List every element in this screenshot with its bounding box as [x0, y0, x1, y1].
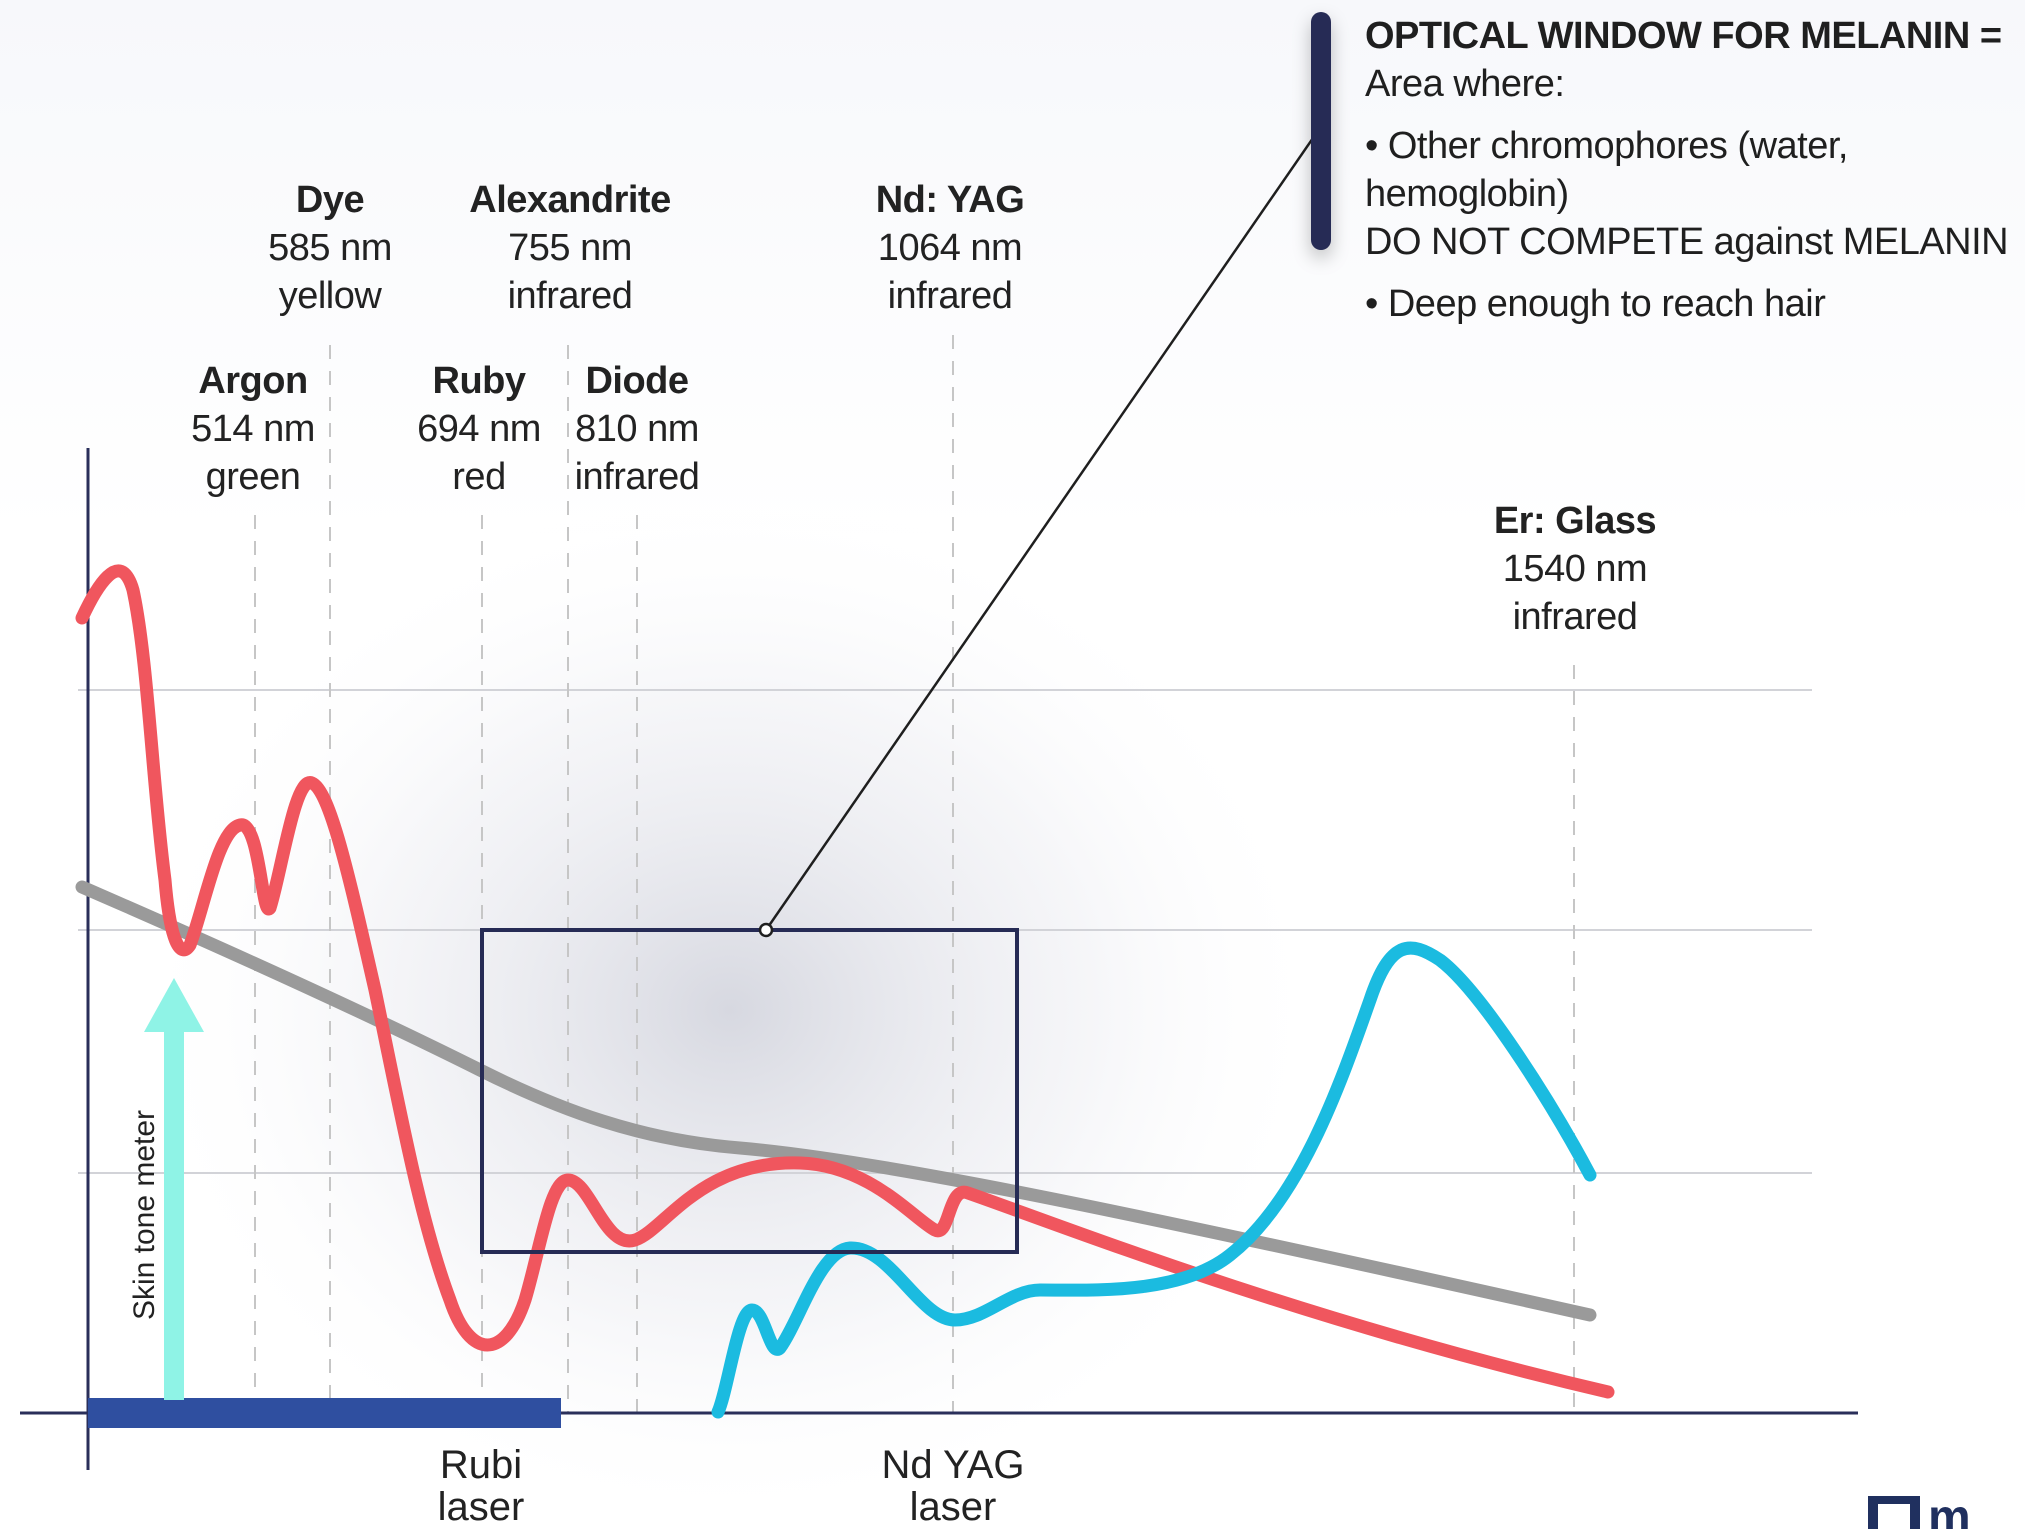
bottom-label-rubi: Rubi laser [438, 1444, 525, 1528]
skin-tone-arrow [144, 978, 204, 1400]
water-curve [711, 941, 1597, 1419]
laser-name: Argon [198, 360, 308, 402]
laser-band: yellow [278, 275, 382, 317]
laser-wavelength: 1064 nm [877, 227, 1023, 269]
gray-absorption-curve [75, 880, 1597, 1322]
skin-tone-label: Skin tone meter [128, 1109, 161, 1321]
legend-heading: OPTICAL WINDOW FOR MELANIN = Area where: [1365, 12, 2025, 108]
brand-logo: m [1868, 1496, 2025, 1529]
laser-band: infrared [1512, 596, 1638, 638]
laser-label-dye: Dye 585 nm yellow [268, 176, 392, 320]
laser-band: infrared [507, 275, 633, 317]
laser-name: Alexandrite [469, 179, 671, 221]
callout-connector [764, 124, 1324, 931]
laser-label-alexandrite: Alexandrite 755 nm infrared [469, 176, 671, 320]
logo-text: m [1928, 1496, 1971, 1529]
optical-window-legend: OPTICAL WINDOW FOR MELANIN = Area where:… [1365, 12, 2025, 328]
laser-name: Nd: YAG [875, 179, 1025, 221]
bottom-label-line: Rubi [439, 1443, 523, 1487]
legend-accent-bar [1311, 12, 1331, 250]
laser-wavelength: 755 nm [508, 227, 632, 269]
laser-name: Er: Glass [1493, 500, 1657, 542]
laser-wavelength: 694 nm [417, 408, 541, 450]
ruby-range-bar [88, 1398, 561, 1428]
laser-label-ruby: Ruby 694 nm red [417, 357, 541, 501]
bottom-label-line: laser [437, 1485, 525, 1529]
bottom-label-line: Nd YAG [881, 1443, 1025, 1487]
logo-mark-icon [1868, 1496, 1920, 1529]
laser-name: Ruby [432, 360, 526, 402]
laser-label-argon: Argon 514 nm green [191, 357, 315, 501]
legend-bullet-1: • Other chromophores (water, hemoglobin)… [1365, 122, 2025, 266]
legend-heading-bold: OPTICAL WINDOW FOR MELANIN = [1365, 15, 2002, 57]
laser-label-erglass: Er: Glass 1540 nm infrared [1493, 497, 1657, 641]
legend-bullet-1-line-2: DO NOT COMPETE against MELANIN [1365, 221, 2009, 263]
laser-wavelength: 514 nm [191, 408, 315, 450]
melanin-curve [75, 564, 1615, 1399]
legend-bullet-2: • Deep enough to reach hair [1365, 283, 1826, 325]
legend-bullet-1-line-1: • Other chromophores (water, hemoglobin) [1365, 125, 1848, 215]
laser-label-ndyag: Nd: YAG 1064 nm infrared [876, 176, 1025, 320]
optical-window-box [480, 928, 1019, 1254]
laser-band: infrared [574, 456, 700, 498]
laser-band: red [452, 456, 506, 498]
laser-wavelength: 810 nm [575, 408, 699, 450]
laser-band: infrared [887, 275, 1013, 317]
legend-heading-rest: Area where: [1365, 63, 1565, 105]
laser-wavelength: 1540 nm [1502, 548, 1648, 590]
background-shade [130, 490, 1330, 1529]
bottom-label-line: laser [909, 1485, 997, 1529]
bottom-label-ndyag: Nd YAG laser [881, 1444, 1024, 1528]
laser-band: green [205, 456, 301, 498]
laser-name: Dye [295, 179, 365, 221]
laser-wavelength: 585 nm [268, 227, 392, 269]
laser-name: Diode [585, 360, 689, 402]
laser-label-diode: Diode 810 nm infrared [575, 357, 700, 501]
callout-dot [758, 922, 774, 938]
